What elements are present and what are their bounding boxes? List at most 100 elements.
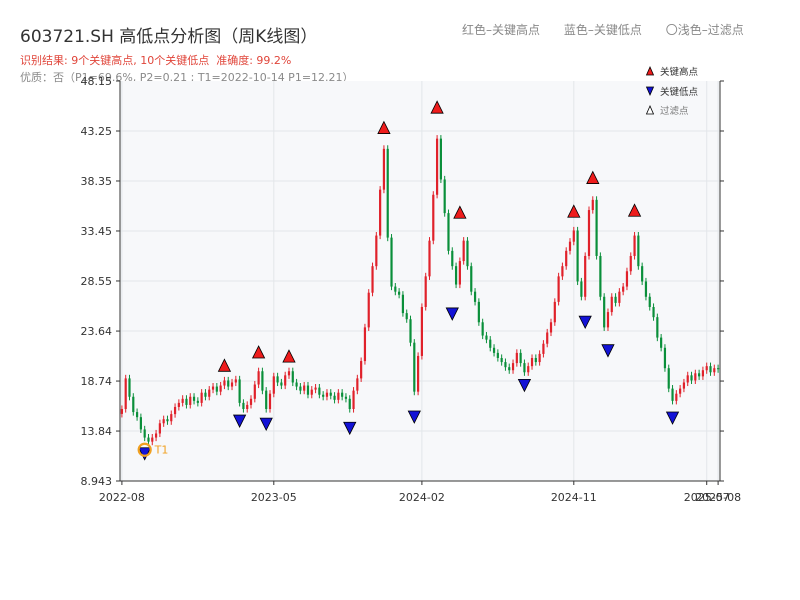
key-high-marker (567, 204, 581, 218)
candle-body (196, 400, 199, 403)
t1-label: T1 (154, 444, 169, 457)
candle-body (679, 388, 682, 394)
candle-body (120, 409, 123, 414)
candle-body (553, 301, 556, 323)
result-accuracy: 准确度: 99.2% (216, 54, 292, 67)
candle-body (606, 312, 610, 328)
candle-body (447, 213, 450, 251)
candle-body (660, 337, 663, 348)
candle-body (572, 230, 575, 242)
candle-body (299, 386, 302, 391)
candle-body (508, 367, 511, 371)
candle-body (337, 392, 340, 400)
candle-body (618, 291, 621, 303)
candle-body (435, 138, 439, 195)
key-high-marker (217, 358, 232, 372)
x-tick-label: 2025-08 (695, 491, 741, 504)
candle-body (648, 296, 651, 307)
candle-body (432, 194, 435, 241)
candle-body (382, 148, 386, 190)
candle-body (663, 347, 667, 369)
candle-body (561, 266, 564, 277)
candle-body (549, 322, 553, 333)
candle-body (124, 378, 127, 410)
candle-body (390, 237, 393, 287)
candle-body (504, 362, 507, 368)
candle-body (189, 396, 192, 405)
candle-body (610, 296, 613, 313)
candle-body (158, 423, 161, 434)
candle-body (420, 306, 423, 356)
x-tick-label: 2023-05 (251, 491, 297, 504)
legend-high-icon (645, 66, 655, 76)
chart-title: 603721.SH 高低点分析图（周K线图） (20, 27, 318, 47)
candle-body (173, 406, 177, 415)
candle-body (181, 398, 184, 403)
key-low-marker (445, 307, 459, 321)
candle-body (280, 382, 283, 386)
y-tick-label: 23.64 (81, 325, 113, 338)
top-legend-light: 〇浅色–过滤点 (665, 23, 744, 37)
candle-body (534, 357, 537, 363)
candle-body (356, 378, 359, 391)
candle-body (671, 388, 674, 401)
candle-body (492, 347, 496, 353)
y-tick-label: 13.84 (81, 425, 113, 438)
candle-body (523, 363, 526, 373)
candle-body (576, 230, 579, 282)
candle-body (527, 366, 530, 373)
key-high-marker (586, 170, 600, 184)
key-low-marker (232, 414, 247, 428)
key-low-marker (407, 410, 421, 424)
candle-body (215, 386, 218, 392)
legend-high-label: 关键高点 (660, 66, 699, 78)
candle-body (230, 382, 234, 387)
candle-body (477, 301, 480, 323)
candle-body (489, 339, 492, 348)
y-tick-label: 38.35 (81, 175, 113, 188)
candle-body (515, 352, 518, 364)
candle-body (686, 375, 689, 383)
candle-body (439, 138, 442, 180)
candle-body (405, 313, 408, 320)
candle-body (698, 373, 701, 377)
key-low-marker (259, 417, 273, 432)
result-sep: , (133, 54, 141, 67)
candle-body (394, 286, 397, 292)
candle-body (379, 189, 382, 236)
candle-body (166, 419, 169, 422)
candle-body (139, 417, 142, 430)
candle-body (428, 240, 431, 277)
candle-body (268, 393, 272, 410)
candle-body (151, 437, 154, 442)
candle-body (333, 395, 336, 400)
chart-legend: 关键高点 关键低点 过滤点 (645, 66, 699, 117)
key-low-marker (601, 344, 615, 358)
candle-body (219, 385, 222, 392)
x-tick-label: 2025-07 (684, 491, 730, 504)
candle-body (208, 389, 211, 397)
candle-body (329, 392, 332, 396)
candle-body (223, 380, 226, 386)
candle-body (367, 292, 370, 328)
result-prefix: 识别结果: (20, 54, 72, 67)
candle-body (291, 371, 294, 383)
key-high-marker (627, 203, 642, 217)
candle-body (675, 393, 678, 401)
y-tick-label: 48.15 (81, 75, 113, 88)
candle-body (249, 398, 253, 405)
candle-body (204, 392, 207, 397)
candle-body (546, 332, 549, 344)
candle-body (701, 370, 705, 377)
key-low-marker (665, 411, 680, 425)
candle-body (322, 394, 325, 397)
candle-body (303, 385, 306, 391)
candle-body (234, 379, 237, 383)
candle-body (595, 199, 598, 256)
candle-body (132, 396, 135, 413)
candle-body (481, 322, 484, 336)
candle-body (413, 342, 416, 392)
candle-body (306, 385, 310, 395)
candle-body (599, 255, 602, 297)
candle-body (466, 240, 469, 267)
